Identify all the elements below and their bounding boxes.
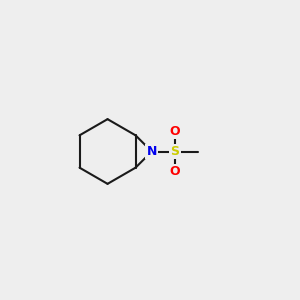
Text: S: S (170, 145, 179, 158)
Text: O: O (169, 165, 180, 178)
Text: O: O (169, 125, 180, 138)
Text: N: N (146, 145, 157, 158)
